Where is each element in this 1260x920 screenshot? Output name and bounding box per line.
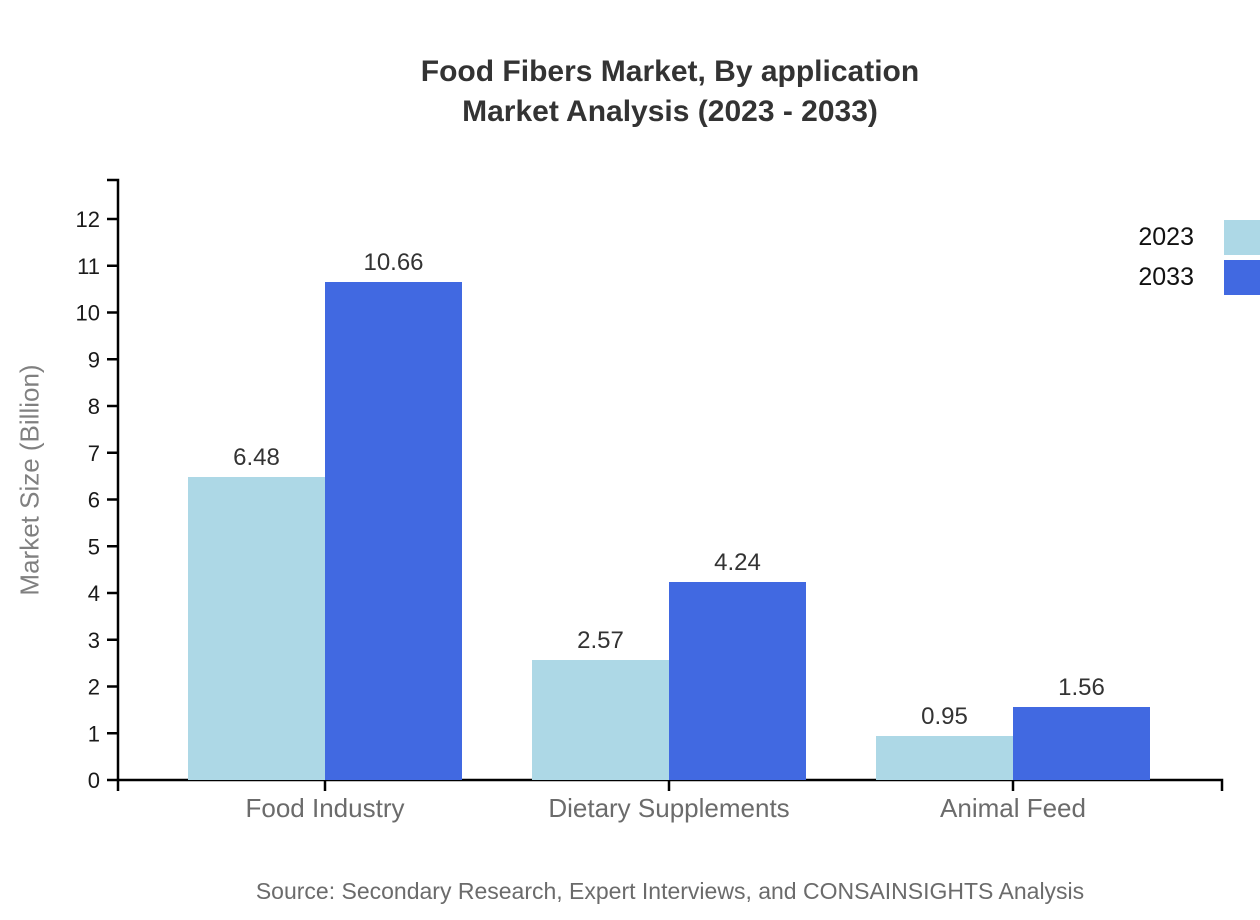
bar-value-label: 6.48 [233,444,280,471]
x-category-label-2: Animal Feed [940,793,1086,823]
bar-value-label: 4.24 [714,549,761,576]
bar-value-label: 0.95 [921,703,968,730]
bar-2033-animal-feed [1013,707,1150,780]
bar-2033-dietary-supplements [669,582,806,780]
legend-swatch-2023 [1224,220,1260,255]
bar-value-label: 10.66 [363,249,424,276]
bar-2023-food-industry [188,477,325,780]
bar-value-label: 1.56 [1058,674,1105,701]
bar-2023-animal-feed [876,736,1013,780]
legend-item-2023: 2023 [1138,220,1260,255]
chart-title: Food Fibers Market, By application Marke… [80,52,1260,132]
legend-label-2023: 2023 [1138,223,1194,251]
legend-item-2033: 2033 [1138,260,1260,295]
source-note: Source: Secondary Research, Expert Inter… [255,878,1085,904]
legend-label-2033: 2033 [1138,263,1194,291]
chart-title-line1: Food Fibers Market, By application [420,55,920,88]
legend-swatch-2033 [1224,260,1260,295]
bar-value-label: 2.57 [577,627,624,654]
bar-2023-dietary-supplements [532,660,669,780]
chart-title-line2: Market Analysis (2023 - 2033) [462,95,878,128]
x-category-label-0: Food Industry [245,793,405,823]
bar-2033-food-industry [325,282,462,780]
x-category-label-1: Dietary Supplements [548,793,790,823]
